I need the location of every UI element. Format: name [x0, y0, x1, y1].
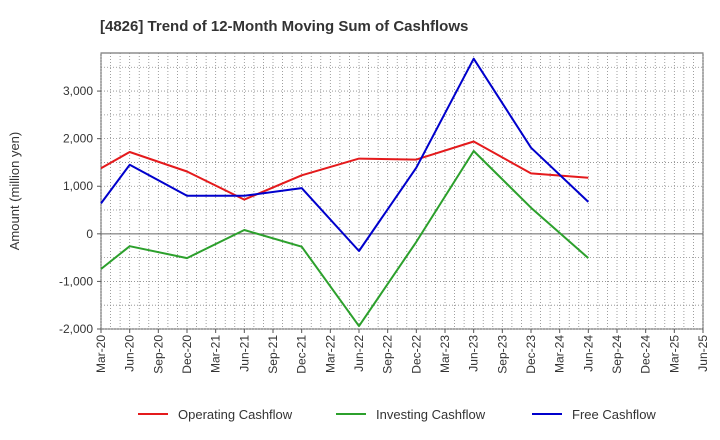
plot-border	[100, 52, 704, 330]
x-tick-label: Jun-21	[237, 335, 251, 372]
x-tick-label: Sep-20	[151, 335, 165, 374]
series-line-investing-cashflow	[100, 150, 589, 328]
x-tick-label: Mar-22	[323, 335, 337, 373]
y-axis-ticks: -2,000 -1,000 0 1,000 2,000 3,000	[59, 84, 101, 336]
legend-label: Free Cashflow	[572, 407, 656, 422]
x-tick-label: Mar-24	[553, 335, 567, 373]
legend-label: Operating Cashflow	[178, 407, 293, 422]
series-line-free-cashflow	[100, 57, 589, 252]
x-tick-label: Jun-22	[352, 335, 366, 372]
legend: Operating Cashflow Investing Cashflow Free…	[138, 407, 656, 422]
x-tick-label: Jun-25	[696, 335, 710, 372]
y-tick-label: -1,000	[59, 274, 93, 288]
y-tick-label: -2,000	[59, 322, 93, 336]
x-tick-label: Jun-20	[123, 335, 137, 372]
x-tick-label: Dec-23	[524, 335, 538, 374]
y-tick-label: 2,000	[63, 132, 93, 146]
series-lines	[100, 57, 589, 328]
x-tick-label: Dec-21	[295, 335, 309, 374]
x-tick-label: Dec-22	[409, 335, 423, 374]
chart-title: [4826] Trend of 12-Month Moving Sum of C…	[100, 18, 468, 35]
x-axis-ticks: Mar-20 Jun-20 Sep-20 Dec-20 Mar-21 Jun-21 Sep-…	[94, 329, 710, 374]
x-tick-label: Dec-24	[639, 335, 653, 374]
x-tick-label: Dec-20	[180, 335, 194, 374]
y-axis-label: Amount (million yen)	[7, 132, 22, 251]
x-tick-label: Mar-25	[667, 335, 681, 373]
y-tick-label: 0	[86, 227, 93, 241]
plot-area	[100, 52, 704, 330]
x-tick-label: Sep-23	[495, 335, 509, 374]
x-tick-label: Sep-21	[266, 335, 280, 374]
y-tick-label: 3,000	[63, 84, 93, 98]
y-tick-label: 1,000	[63, 179, 93, 193]
x-tick-label: Sep-24	[610, 335, 624, 374]
x-tick-label: Mar-23	[438, 335, 452, 373]
x-tick-label: Jun-23	[467, 335, 481, 372]
x-tick-label: Sep-22	[381, 335, 395, 374]
x-tick-label: Jun-24	[581, 335, 595, 372]
series-line-operating-cashflow	[100, 140, 589, 201]
x-tick-label: Mar-20	[94, 335, 108, 373]
x-tick-label: Mar-21	[209, 335, 223, 373]
legend-label: Investing Cashflow	[376, 407, 486, 422]
